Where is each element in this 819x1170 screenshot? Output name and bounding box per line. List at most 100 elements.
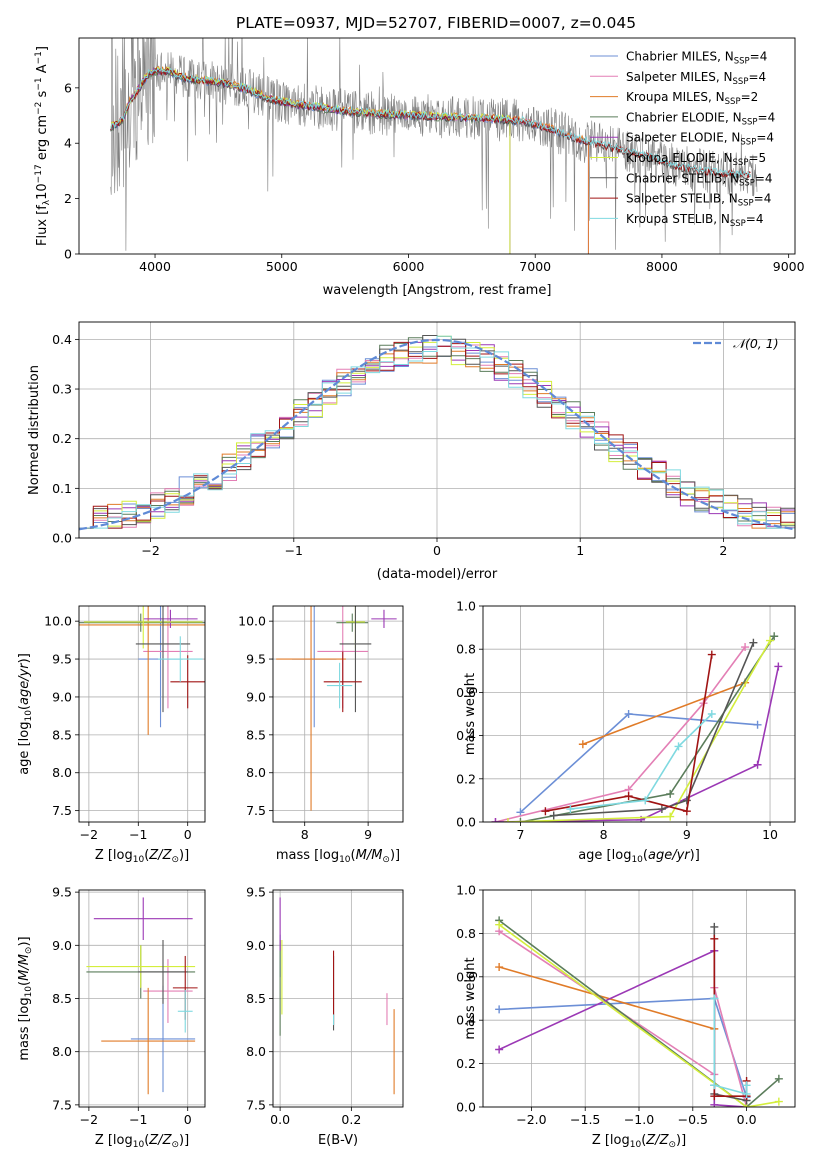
label-part: age/yr	[17, 662, 32, 705]
label-part: Z/Z	[645, 1133, 669, 1148]
series-line	[713, 938, 748, 1097]
x-tick-label: 8	[301, 827, 309, 842]
y-tick-label: 0.4	[456, 728, 476, 743]
legend-subscript: SSP	[733, 158, 749, 168]
y-tick-label: 0.8	[456, 642, 476, 657]
label-part: ⊙	[171, 1140, 179, 1150]
legend-label: Chabrier MILES, NSSP=4	[626, 50, 767, 67]
x-tick-label: 0.0	[270, 1112, 290, 1127]
series-marker	[741, 643, 750, 652]
legend-text: Chabrier STELIB, N	[626, 171, 739, 185]
panel-mass_weight_vs_Z: −2.0 −1.5 −1.0 −0.5 0.0 0.0 0.2 0.4 0.6 0.8 1.0 Z […	[456, 883, 796, 1150]
series-marker	[742, 1089, 751, 1098]
x-axis-label: age [log10(age/yr)]	[578, 848, 700, 865]
label-part: Flux [f	[35, 205, 50, 246]
model-spectrum-kroupa-stelib	[110, 66, 752, 179]
y-tick-label: 0.2	[456, 771, 476, 786]
x-tick-label: 1	[576, 543, 584, 558]
series-line	[495, 646, 746, 822]
legend-value: =4	[754, 192, 772, 206]
axes-frame	[78, 37, 796, 255]
series-marker	[495, 1045, 504, 1054]
legend-subscript: SSP	[742, 117, 758, 127]
label-part: (	[641, 1133, 646, 1148]
axes-frame	[78, 605, 206, 823]
series-marker	[516, 818, 525, 822]
y-tick-label: 0	[64, 247, 72, 262]
y-tick-label: 0.1	[52, 481, 72, 496]
y-tick-label: 7.5	[52, 1097, 72, 1112]
x-axis-label: wavelength [Angstrom, rest frame]	[323, 283, 552, 298]
label-part: Z [log	[95, 848, 133, 863]
legend-label: Chabrier STELIB, NSSP=4	[626, 171, 773, 188]
y-axis-label: mass [log10(M/M⊙)]	[17, 936, 34, 1060]
x-tick-label: 5000	[266, 259, 298, 274]
series-marker	[495, 1005, 504, 1014]
series-line	[570, 713, 713, 810]
legend-value: =2	[741, 90, 759, 104]
y-tick-label: 9.5	[246, 652, 266, 667]
series-marker	[753, 720, 762, 729]
x-tick-label: −1	[129, 827, 147, 842]
series-marker	[641, 796, 650, 805]
legend-value: =4	[758, 110, 776, 124]
series-marker	[682, 807, 691, 816]
label-part: mass [log	[276, 848, 339, 863]
label-part: age [log	[578, 848, 631, 863]
label-part: (	[17, 705, 32, 710]
axes-frame	[482, 605, 796, 823]
y-tick-label: 10.0	[238, 614, 266, 629]
series-marker	[516, 808, 525, 817]
x-tick-label: −1	[129, 1112, 147, 1127]
plot-area	[276, 606, 397, 811]
observed-spectrum	[110, 38, 758, 254]
legend-value: =4	[755, 171, 773, 185]
label-part: )]	[390, 848, 400, 863]
x-tick-label: −0.5	[678, 1112, 708, 1127]
series-marker	[753, 760, 762, 769]
series-marker	[491, 818, 500, 822]
x-tick-label: 7	[516, 827, 524, 842]
axes-frame	[272, 605, 404, 823]
series-marker	[624, 710, 633, 718]
series-marker	[549, 811, 558, 820]
y-tick-label: 10.0	[44, 614, 72, 629]
y-axis-label: mass weight	[463, 673, 478, 755]
series-marker	[495, 920, 504, 929]
label-part: −2	[34, 102, 44, 115]
y-tick-label: 8.0	[52, 765, 72, 780]
y-tick-label: 8.5	[246, 991, 266, 1006]
axes-frame	[272, 889, 404, 1108]
x-tick-label: −1.0	[624, 1112, 654, 1127]
label-part: 10	[24, 710, 34, 722]
label-part: (	[17, 981, 32, 986]
y-tick-label: 9.5	[52, 652, 72, 667]
plot-area	[79, 606, 205, 735]
x-axis-label: Z [log10(Z/Z⊙)]	[592, 1133, 686, 1150]
label-part: −1	[34, 51, 44, 64]
x-tick-label: −2	[141, 543, 159, 558]
label-part: )]	[676, 1133, 686, 1148]
y-tick-label: 9.0	[246, 938, 266, 953]
y-tick-label: 9.0	[52, 938, 72, 953]
plot-area	[79, 335, 795, 531]
y-tick-label: 8.5	[52, 727, 72, 742]
histogram-kroupa-stelib	[79, 335, 795, 529]
x-tick-label: 8	[600, 827, 608, 842]
y-tick-label: 0.0	[456, 815, 476, 830]
legend-label: Salpeter STELIB, NSSP=4	[626, 192, 771, 209]
series-marker	[774, 1097, 783, 1106]
panel-spectrum: 4000 5000 6000 7000 8000 9000 0 2 4 6 wavelength […	[34, 37, 805, 298]
axes-frame	[78, 889, 206, 1108]
legend-subscript: SSP	[733, 77, 749, 87]
label-part: 10	[630, 1140, 642, 1150]
legend-text: Salpeter ELODIE, N	[626, 131, 740, 145]
legend-value: =4	[748, 70, 766, 84]
y-tick-label: 0.2	[52, 431, 72, 446]
series-line	[520, 635, 775, 822]
series-line	[507, 640, 771, 822]
model-spectrum-chabrier-stelib	[110, 67, 751, 180]
y-tick-label: 0.0	[52, 531, 72, 546]
plot-area	[279, 897, 395, 1095]
label-part: )]	[17, 936, 32, 946]
